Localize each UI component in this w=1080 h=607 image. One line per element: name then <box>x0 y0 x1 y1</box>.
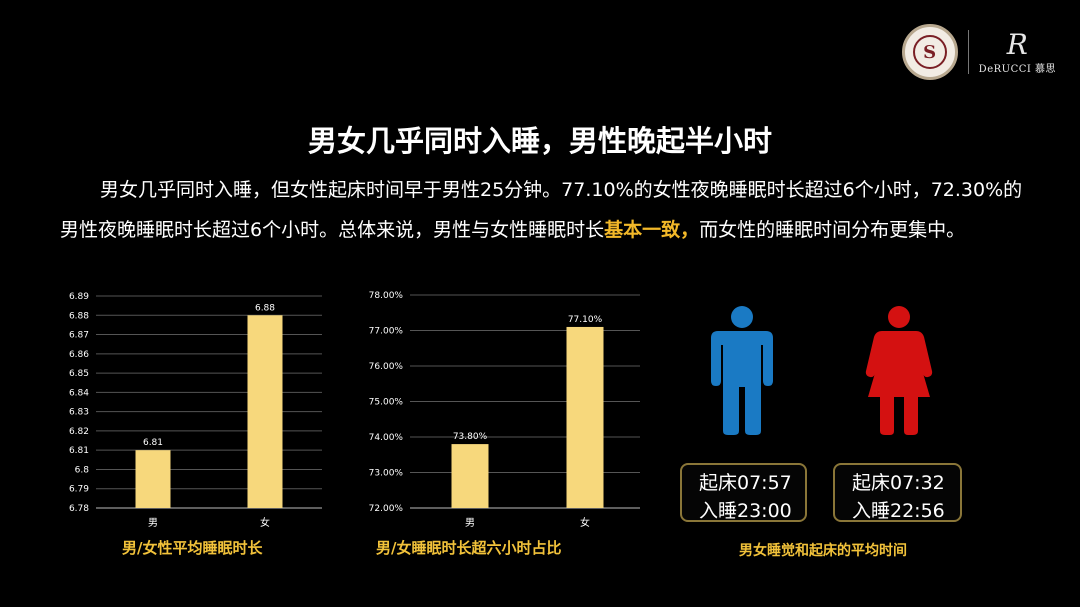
y-tick-label: 6.79 <box>69 485 89 495</box>
x-tick-label: 男 <box>465 517 475 529</box>
y-tick-label: 75.00% <box>369 398 404 408</box>
y-tick-label: 74.00% <box>369 433 404 443</box>
y-tick-label: 6.83 <box>69 408 89 418</box>
female-sleep-time: 入睡22:56 <box>852 500 945 522</box>
y-tick-label: 72.00% <box>369 504 404 514</box>
logo-area: S R DeRUCCI 慕思 <box>901 24 1056 80</box>
male-time-box: 起床07:57 入睡23:00 <box>680 463 807 522</box>
bar <box>135 450 171 508</box>
chart2-caption: 男/女睡眠时长超六小时占比 <box>376 539 562 557</box>
y-tick-label: 6.82 <box>69 427 89 437</box>
female-wake-time: 起床07:32 <box>852 472 945 494</box>
female-time-box: 起床07:32 入睡22:56 <box>833 463 962 522</box>
y-tick-label: 6.78 <box>69 504 89 514</box>
derucci-logo: R DeRUCCI 慕思 <box>978 27 1056 75</box>
y-tick-label: 6.81 <box>69 446 89 456</box>
chart1-caption: 男/女性平均睡眠时长 <box>122 539 263 557</box>
male-figure-icon <box>711 306 773 435</box>
male-wake-time: 起床07:57 <box>699 472 792 494</box>
avg-sleep-chart: 6.89 6.88 6.87 6.86 6.85 6.84 6.83 6.82 6.81 6.8 6… <box>69 292 322 529</box>
male-sleep-time: 入睡23:00 <box>699 500 792 522</box>
summary-text: 男女几乎同时入睡，但女性起床时间早于男性25分钟。77.10%的女性夜晚睡眠时长… <box>60 179 1023 241</box>
y-tick-label: 78.00% <box>369 291 404 301</box>
bar <box>247 315 283 508</box>
y-tick-label: 6.88 <box>69 311 89 321</box>
y-tick-label: 76.00% <box>369 362 404 372</box>
y-tick-label: 73.00% <box>369 469 404 479</box>
bar <box>451 444 489 508</box>
y-tick-label: 6.87 <box>69 331 89 341</box>
page-title: 男女几乎同时入睡，男性晚起半小时 <box>307 124 772 158</box>
data-label: 6.88 <box>255 303 275 313</box>
data-label: 77.10% <box>568 315 603 325</box>
summary-text-end: 而女性的睡眠时间分布更集中。 <box>699 219 966 241</box>
y-tick-label: 6.84 <box>69 388 89 398</box>
times-caption: 男女睡觉和起床的平均时间 <box>739 543 907 559</box>
x-tick-label: 男 <box>148 517 158 529</box>
y-tick-label: 77.00% <box>369 327 404 337</box>
y-tick-label: 6.85 <box>69 369 89 379</box>
y-tick-label: 6.8 <box>75 465 90 475</box>
summary-highlight: 基本一致， <box>604 219 700 241</box>
brand-name: DeRUCCI 慕思 <box>978 63 1056 75</box>
data-label: 73.80% <box>453 432 488 442</box>
x-tick-label: 女 <box>260 516 270 529</box>
x-tick-label: 女 <box>580 516 590 529</box>
over-six-hours-chart: 78.00% 77.00% 76.00% 75.00% 74.00% 73.00% 72.0… <box>369 291 640 529</box>
female-figure-icon <box>865 306 933 435</box>
brand-mark-icon: R <box>1006 27 1028 61</box>
summary-paragraph: 男女几乎同时入睡，但女性起床时间早于男性25分钟。77.10%的女性夜晚睡眠时长… <box>60 170 1035 250</box>
data-label: 6.81 <box>143 438 163 448</box>
y-tick-label: 6.89 <box>69 292 89 302</box>
sleep-society-seal-icon: S <box>901 24 958 80</box>
logo-divider <box>967 30 969 74</box>
bar <box>566 326 604 508</box>
y-tick-label: 6.86 <box>69 350 89 360</box>
